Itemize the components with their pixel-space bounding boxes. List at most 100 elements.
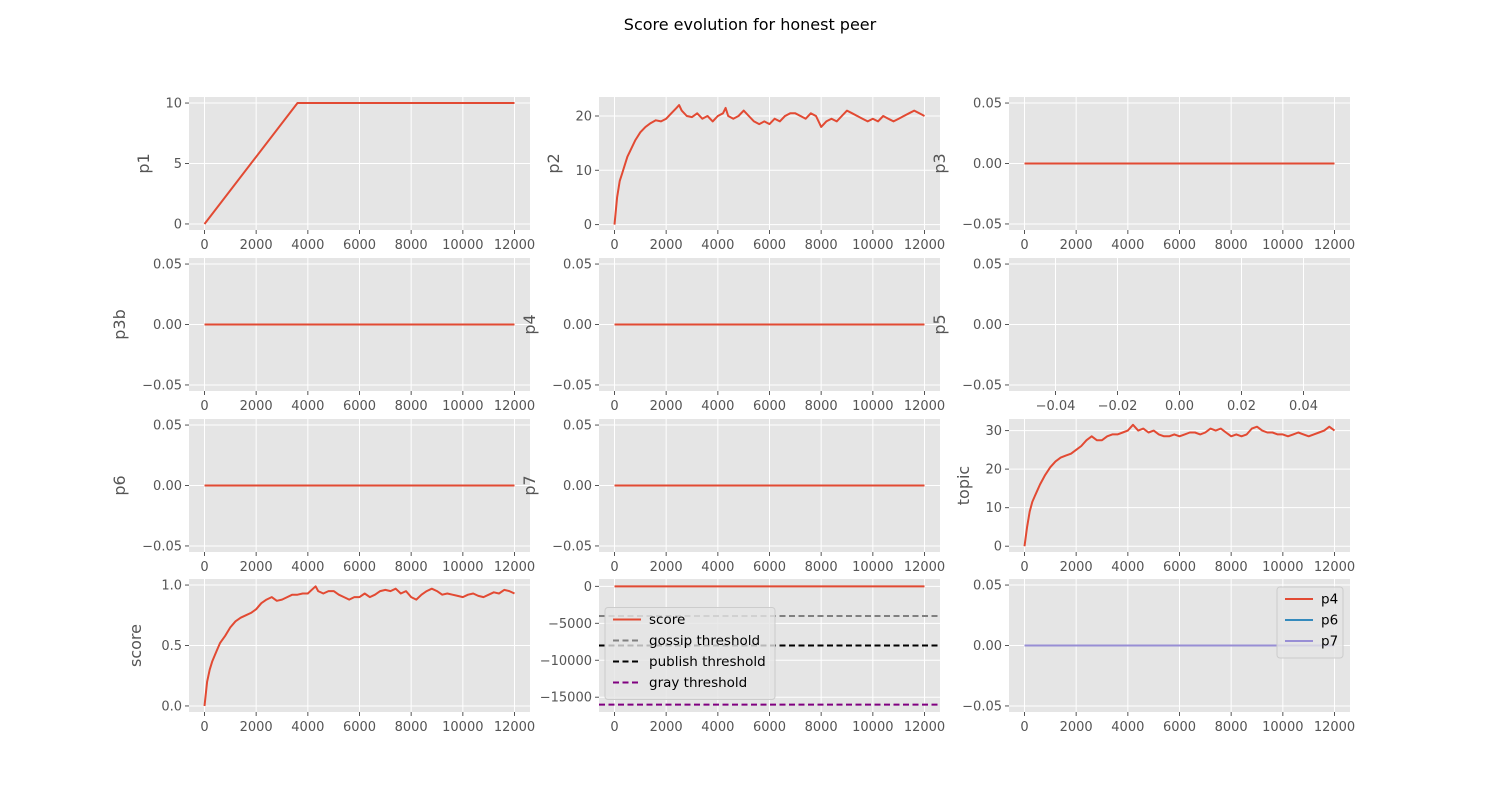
x-tick-label: 10000 (852, 560, 893, 575)
x-tick-label: 4000 (291, 238, 324, 253)
x-tick-label: 6000 (1163, 720, 1196, 735)
x-tick-label: 6000 (753, 560, 786, 575)
x-tick-label: 4000 (701, 560, 734, 575)
y-tick-label: 0.00 (563, 479, 592, 494)
y-tick-label: 0.05 (973, 258, 1002, 273)
x-tick-label: 6000 (1163, 238, 1196, 253)
legend-item: publish threshold (613, 654, 766, 670)
y-tick-label: 0.00 (563, 318, 592, 333)
subplot-5: 0 2000 4000 6000 8000 10000 12000 −0.05 0.00 0.05… (520, 258, 945, 414)
x-tick-label: 8000 (395, 399, 428, 414)
y-tick-label: 0.5 (161, 639, 182, 654)
x-tick-label: 2000 (1060, 238, 1093, 253)
x-tick-label: 2000 (650, 238, 683, 253)
y-tick-label: 0 (994, 540, 1002, 555)
x-tick-label: 6000 (343, 720, 376, 735)
x-tick-label: 0 (200, 399, 208, 414)
x-tick-label: 0 (610, 560, 618, 575)
x-tick-label: 10000 (1262, 560, 1303, 575)
y-tick-label: −0.05 (142, 539, 182, 554)
y-tick-label: −0.05 (552, 378, 592, 393)
x-tick-label: 12000 (494, 720, 535, 735)
x-tick-label: 8000 (1215, 238, 1248, 253)
x-tick-label: 12000 (904, 560, 945, 575)
x-tick-label: 4000 (291, 399, 324, 414)
y-tick-label: −0.05 (962, 699, 1002, 714)
y-axis-label: score (126, 624, 145, 667)
x-tick-label: 4000 (701, 399, 734, 414)
x-tick-label: 2000 (240, 560, 273, 575)
y-tick-label: 10 (575, 164, 592, 179)
y-tick-label: 0.05 (563, 258, 592, 273)
y-tick-label: 0.05 (973, 97, 1002, 112)
y-tick-label: 5 (174, 157, 182, 172)
y-tick-label: −0.05 (552, 539, 592, 554)
x-tick-label: 2000 (240, 720, 273, 735)
x-tick-label: 8000 (805, 238, 838, 253)
y-tick-label: 1.0 (161, 579, 182, 594)
x-tick-label: 8000 (395, 238, 428, 253)
x-tick-label: 8000 (1215, 560, 1248, 575)
x-tick-label: 4000 (701, 238, 734, 253)
x-tick-label: 0.00 (1165, 399, 1194, 414)
x-tick-label: 4000 (1111, 238, 1144, 253)
x-tick-label: 6000 (343, 399, 376, 414)
y-axis-label: p3b (110, 309, 129, 340)
x-tick-label: 12000 (1314, 238, 1355, 253)
legend-item: p4 (1285, 592, 1338, 608)
y-tick-label: 0.00 (973, 639, 1002, 654)
y-tick-label: −5000 (548, 617, 592, 632)
legend-label: publish threshold (649, 654, 766, 670)
x-tick-label: 12000 (494, 560, 535, 575)
series-line (1023, 423, 1336, 547)
y-tick-label: 0.00 (973, 157, 1002, 172)
y-axis-label: p3 (930, 153, 949, 173)
x-tick-label: 6000 (1163, 560, 1196, 575)
legend: score gossip threshold publish threshold gr… (604, 607, 776, 700)
subplot-12: 0 2000 4000 6000 8000 10000 12000 −0.05 0.00 0.05… (962, 579, 1355, 735)
legend-label: gossip threshold (649, 633, 760, 649)
x-tick-label: 10000 (442, 720, 483, 735)
x-tick-label: 0 (1020, 560, 1028, 575)
subplot-2: 0 2000 4000 6000 8000 10000 12000 0 10 20 p2 (544, 97, 945, 253)
x-tick-label: 4000 (291, 720, 324, 735)
legend-item: score (613, 612, 685, 628)
x-tick-label: 12000 (1314, 560, 1355, 575)
legend-label: p4 (1321, 592, 1338, 608)
x-tick-label: 10000 (852, 720, 893, 735)
legend-label: p6 (1321, 613, 1338, 629)
x-tick-label: 2000 (240, 238, 273, 253)
x-tick-label: 8000 (805, 720, 838, 735)
series-line (613, 104, 925, 225)
y-tick-label: 30 (985, 424, 1002, 439)
legend-item: gray threshold (613, 675, 747, 691)
y-tick-label: 0 (584, 580, 592, 595)
legend-item: gossip threshold (613, 633, 760, 649)
y-tick-label: 20 (985, 463, 1002, 478)
y-tick-label: 0 (174, 217, 182, 232)
legend-label: gray threshold (649, 675, 747, 691)
x-tick-label: 12000 (1314, 720, 1355, 735)
x-tick-label: 0 (1020, 238, 1028, 253)
y-tick-label: −15000 (540, 691, 592, 706)
y-tick-label: −0.05 (962, 217, 1002, 232)
subplot-8: 0 2000 4000 6000 8000 10000 12000 −0.05 0.00 0.05… (520, 419, 945, 575)
legend-item: p6 (1285, 613, 1338, 629)
x-tick-label: 2000 (1060, 720, 1093, 735)
y-tick-label: 0.00 (153, 318, 182, 333)
legend-item: p7 (1285, 634, 1338, 650)
x-tick-label: 10000 (1262, 238, 1303, 253)
subplot-1: 0 2000 4000 6000 8000 10000 12000 0 5 10 p1 (134, 97, 535, 253)
x-tick-label: 10000 (442, 399, 483, 414)
legend: p4 p6 p7 (1276, 586, 1344, 659)
x-tick-label: 12000 (494, 399, 535, 414)
x-tick-label: 2000 (650, 560, 683, 575)
x-tick-label: 4000 (701, 720, 734, 735)
x-tick-label: 10000 (852, 238, 893, 253)
y-tick-label: −10000 (540, 654, 592, 669)
x-tick-label: 2000 (650, 720, 683, 735)
subplot-6: −0.04 −0.02 0.00 0.02 0.04 −0.05 0.00 0.05 p5 (930, 258, 1350, 414)
y-tick-label: 0.00 (973, 318, 1002, 333)
x-tick-label: 2000 (240, 399, 273, 414)
